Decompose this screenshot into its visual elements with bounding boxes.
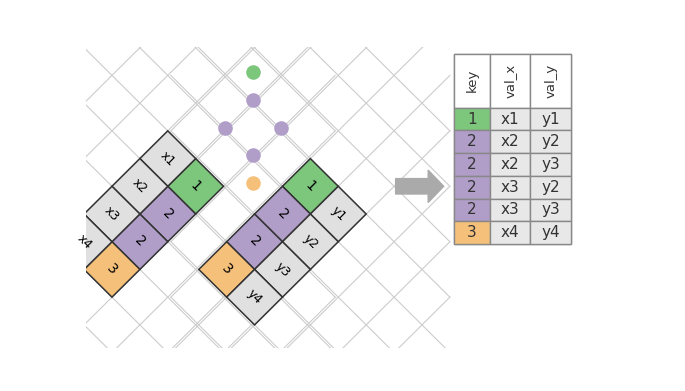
Text: 3: 3 [219, 262, 235, 278]
Polygon shape [168, 159, 223, 214]
Text: 3: 3 [467, 225, 477, 240]
Text: x3: x3 [501, 203, 520, 217]
Text: y3: y3 [273, 260, 292, 280]
Text: 2: 2 [467, 135, 477, 149]
Polygon shape [282, 214, 338, 269]
Text: y1: y1 [541, 111, 560, 127]
FancyBboxPatch shape [530, 54, 571, 108]
Text: 2: 2 [467, 157, 477, 172]
Text: 1: 1 [302, 178, 319, 194]
Text: 2: 2 [275, 206, 290, 222]
Text: y4: y4 [245, 287, 264, 307]
FancyBboxPatch shape [490, 176, 530, 199]
Polygon shape [140, 131, 196, 186]
Polygon shape [84, 186, 140, 242]
Text: y2: y2 [301, 232, 321, 252]
FancyBboxPatch shape [490, 108, 530, 131]
Text: y2: y2 [541, 135, 560, 149]
Text: x4: x4 [74, 232, 94, 252]
Polygon shape [227, 269, 282, 325]
Text: y1: y1 [328, 204, 348, 224]
FancyBboxPatch shape [530, 153, 571, 176]
FancyBboxPatch shape [530, 131, 571, 153]
FancyBboxPatch shape [530, 108, 571, 131]
Text: 3: 3 [104, 262, 120, 278]
Point [275, 125, 286, 131]
FancyBboxPatch shape [453, 221, 490, 244]
FancyArrow shape [396, 170, 444, 203]
FancyBboxPatch shape [530, 176, 571, 199]
Polygon shape [84, 242, 140, 297]
Text: x1: x1 [158, 149, 178, 169]
Text: 1: 1 [467, 111, 477, 127]
Text: key: key [466, 69, 478, 93]
Point [247, 152, 258, 159]
Polygon shape [112, 159, 168, 214]
FancyBboxPatch shape [453, 153, 490, 176]
FancyBboxPatch shape [453, 108, 490, 131]
Text: x3: x3 [501, 180, 520, 195]
Text: y4: y4 [541, 225, 560, 240]
Text: val_y: val_y [544, 64, 557, 98]
Text: y3: y3 [541, 157, 560, 172]
Point [220, 125, 231, 131]
Polygon shape [227, 214, 282, 269]
Polygon shape [112, 214, 168, 269]
Point [247, 180, 258, 187]
FancyBboxPatch shape [530, 221, 571, 244]
FancyBboxPatch shape [453, 131, 490, 153]
Text: y3: y3 [541, 203, 560, 217]
FancyBboxPatch shape [453, 199, 490, 221]
Text: y2: y2 [541, 180, 560, 195]
FancyBboxPatch shape [453, 176, 490, 199]
Text: 2: 2 [467, 180, 477, 195]
FancyBboxPatch shape [490, 199, 530, 221]
Polygon shape [310, 186, 366, 242]
Polygon shape [255, 186, 310, 242]
FancyBboxPatch shape [490, 54, 530, 108]
Text: 2: 2 [160, 206, 176, 222]
Point [247, 97, 258, 103]
Text: x3: x3 [102, 204, 122, 224]
Polygon shape [255, 242, 310, 297]
FancyBboxPatch shape [490, 131, 530, 153]
Text: x4: x4 [501, 225, 520, 240]
Polygon shape [140, 186, 196, 242]
Polygon shape [56, 214, 112, 269]
Text: 2: 2 [467, 203, 477, 217]
Text: x2: x2 [501, 135, 520, 149]
Polygon shape [199, 242, 255, 297]
Text: x1: x1 [501, 111, 520, 127]
Text: 1: 1 [188, 178, 203, 194]
Text: x2: x2 [501, 157, 520, 172]
FancyBboxPatch shape [490, 153, 530, 176]
Text: x2: x2 [130, 176, 150, 196]
FancyBboxPatch shape [490, 221, 530, 244]
FancyBboxPatch shape [453, 54, 490, 108]
Text: val_x: val_x [504, 64, 516, 98]
Polygon shape [282, 159, 338, 214]
FancyBboxPatch shape [453, 54, 571, 244]
Point [247, 69, 258, 75]
FancyBboxPatch shape [530, 199, 571, 221]
Text: 2: 2 [247, 234, 262, 250]
Text: 2: 2 [132, 234, 148, 250]
